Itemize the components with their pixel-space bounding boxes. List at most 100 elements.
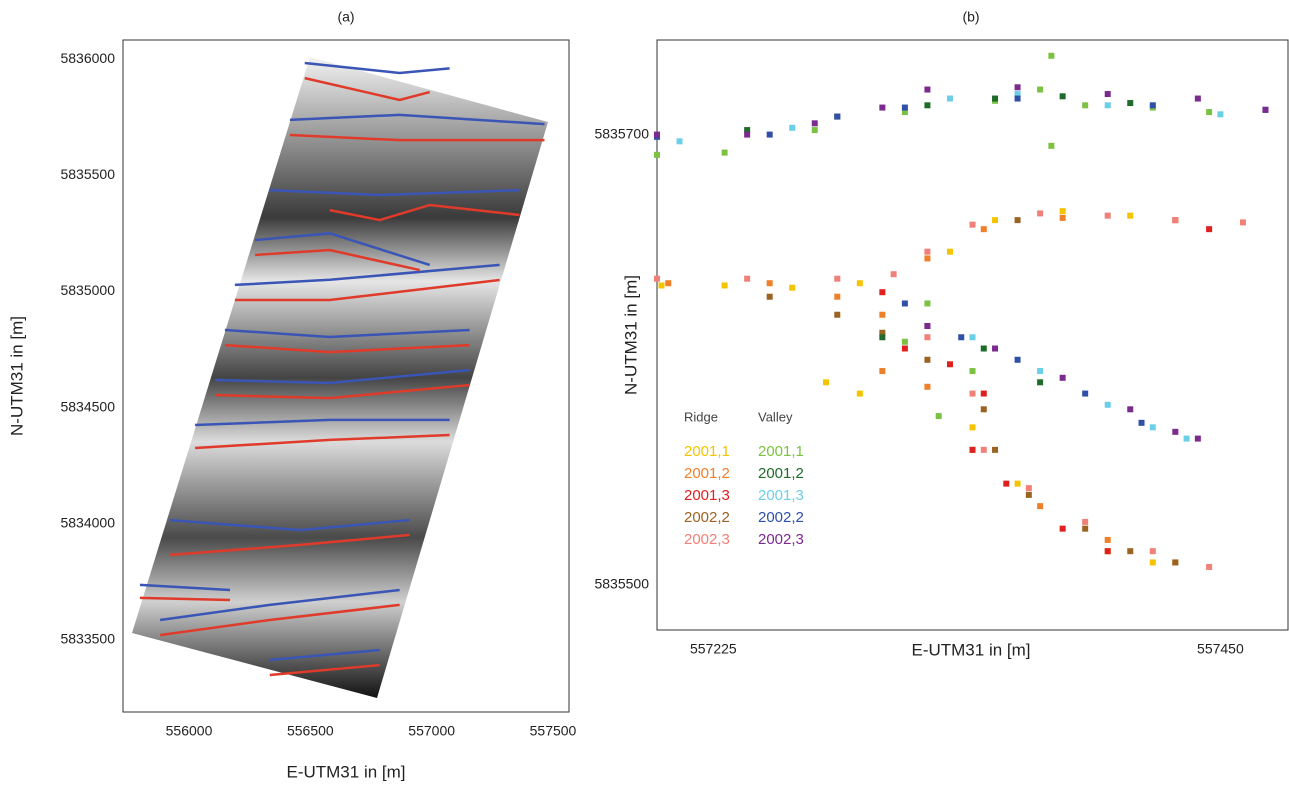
point [1059,374,1066,381]
point [856,390,863,397]
point [1262,106,1269,113]
point [823,379,830,386]
point [1194,435,1201,442]
x-tick-label: 556000 [166,723,213,739]
x-tick-label: 557450 [1197,641,1244,657]
point [901,109,908,116]
plot-frame [656,39,1289,631]
point [901,104,908,111]
contour-line [254,248,421,272]
point [958,334,965,341]
contour-line [139,596,231,602]
point [1138,419,1145,426]
y-tick-label: 5835000 [60,282,115,298]
point [924,300,931,307]
point [1104,536,1111,543]
point [1037,379,1044,386]
contour-line [304,61,450,75]
point [1037,368,1044,375]
point [1059,525,1066,532]
contour-line [289,113,545,126]
legend-entry: 2001,2 [758,465,804,482]
point [1149,559,1156,566]
point [992,345,999,352]
y-tick-label: 5835500 [594,576,649,592]
point [789,284,796,291]
legend-entry: 2002,3 [684,531,730,548]
point [811,120,818,127]
legend-entry: 2001,3 [684,487,730,504]
contour-line [254,232,431,267]
point [1194,95,1201,102]
point [654,131,660,138]
point [1183,435,1190,442]
x-axis-title: E-UTM31 in [m] [286,762,405,781]
contour-line [169,533,410,557]
point [946,95,953,102]
point [980,406,987,413]
point [1127,406,1134,413]
point [924,322,931,329]
point [811,127,818,134]
point [1172,217,1179,224]
point [946,248,953,255]
point [1014,91,1021,98]
y-axis-title: N-UTM31 in [m] [7,316,26,436]
point [834,113,841,120]
x-tick-label: 557000 [408,723,455,739]
legend-entry: 2001,1 [758,443,804,460]
point [992,217,999,224]
point [834,275,841,282]
point [1104,91,1111,98]
point [980,345,987,352]
point [654,151,660,158]
point [1239,219,1246,226]
legend-entry: 2001,1 [684,443,730,460]
point [901,300,908,307]
contour-line [159,588,400,622]
point [1206,109,1213,116]
contour-line [159,603,400,637]
point [980,446,987,453]
y-tick-label: 5836000 [60,50,115,66]
point [969,446,976,453]
contour-line [269,648,380,662]
point [1048,52,1055,59]
contour-line [194,433,450,450]
point [969,334,976,341]
point [744,131,751,138]
y-tick-label: 5835700 [594,125,649,141]
point [1037,210,1044,217]
point [1014,356,1021,363]
point [834,293,841,300]
panel-title: (a) [337,9,354,25]
point [924,102,931,109]
point [980,390,987,397]
x-tick-label: 557500 [530,723,577,739]
point [1149,548,1156,555]
y-tick-label: 5835500 [60,166,115,182]
y-tick-label: 5834500 [60,398,115,414]
point [1059,214,1066,221]
point [1014,84,1021,91]
point [1206,226,1213,233]
point [834,311,841,318]
point [1037,503,1044,510]
point [924,86,931,93]
contour-line [169,518,410,532]
point [1172,428,1179,435]
point [1104,212,1111,219]
point [766,280,773,287]
point [901,338,908,345]
point [1172,559,1179,566]
point [969,424,976,431]
point [969,221,976,228]
point [924,248,931,255]
point [1059,208,1066,215]
point [1127,100,1134,107]
point [992,95,999,102]
y-tick-label: 5834000 [60,514,115,530]
point [924,334,931,341]
point [1217,111,1224,118]
